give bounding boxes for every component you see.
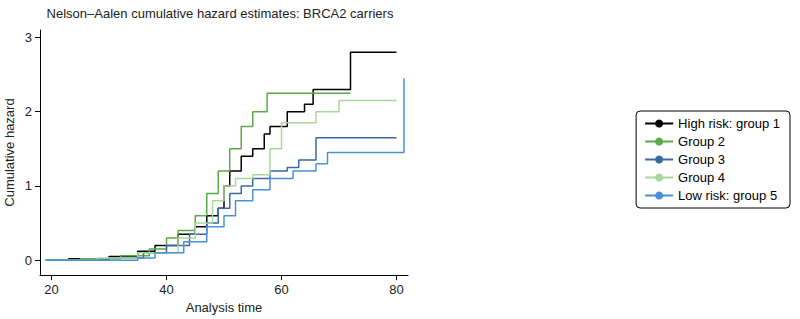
svg-text:1: 1 bbox=[25, 178, 32, 193]
svg-text:Cumulative hazard: Cumulative hazard bbox=[2, 98, 17, 206]
svg-text:2: 2 bbox=[25, 104, 32, 119]
svg-text:40: 40 bbox=[159, 282, 173, 297]
svg-text:Group 3: Group 3 bbox=[678, 152, 725, 167]
svg-text:High risk: group 1: High risk: group 1 bbox=[678, 116, 780, 131]
svg-text:80: 80 bbox=[389, 282, 403, 297]
svg-text:Nelson–Aalen cumulative hazard: Nelson–Aalen cumulative hazard estimates… bbox=[47, 6, 394, 21]
svg-text:3: 3 bbox=[25, 30, 32, 45]
svg-text:Analysis time: Analysis time bbox=[186, 300, 263, 315]
svg-text:Low risk: group 5: Low risk: group 5 bbox=[678, 188, 777, 203]
svg-text:0: 0 bbox=[25, 253, 32, 268]
svg-text:20: 20 bbox=[44, 282, 58, 297]
svg-text:60: 60 bbox=[274, 282, 288, 297]
svg-text:Group 2: Group 2 bbox=[678, 134, 725, 149]
svg-text:Group 4: Group 4 bbox=[678, 170, 725, 185]
